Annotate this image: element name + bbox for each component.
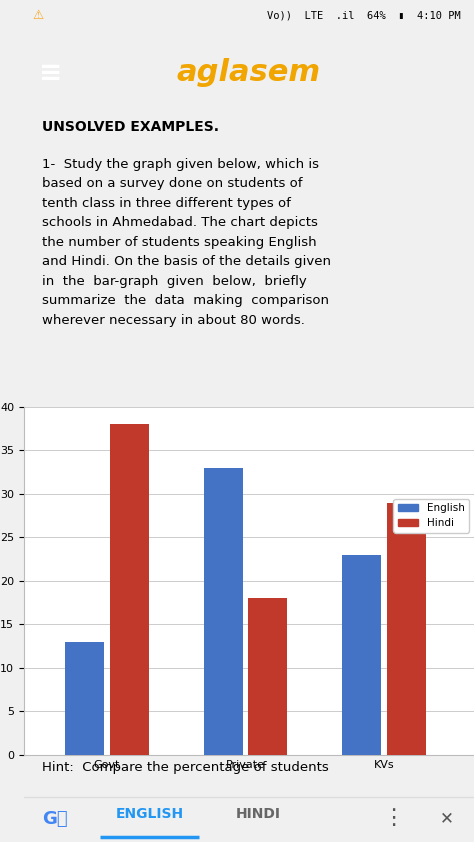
Text: aglasem: aglasem <box>177 58 321 88</box>
Text: ✕: ✕ <box>440 809 454 827</box>
Text: ⋮: ⋮ <box>382 808 404 829</box>
Bar <box>387 503 426 755</box>
Bar <box>342 555 381 755</box>
Text: HINDI: HINDI <box>236 807 281 822</box>
Text: 1-  Study the graph given below, which is
based on a survey done on students of
: 1- Study the graph given below, which is… <box>42 158 331 327</box>
Text: G⃣: G⃣ <box>43 810 68 829</box>
Bar <box>204 467 243 755</box>
Text: UNSOLVED EXAMPLES.: UNSOLVED EXAMPLES. <box>42 120 219 134</box>
Text: ≡: ≡ <box>39 59 63 87</box>
Text: Hint:  Compare the percentage of students: Hint: Compare the percentage of students <box>42 761 328 774</box>
Bar <box>248 599 287 755</box>
Text: Vo))  LTE  .il  64%  ▮  4:10 PM: Vo)) LTE .il 64% ▮ 4:10 PM <box>267 11 461 21</box>
Bar <box>65 642 104 755</box>
Text: ENGLISH: ENGLISH <box>116 807 184 822</box>
Text: ⚠: ⚠ <box>33 9 44 23</box>
Bar <box>109 424 148 755</box>
Legend: English, Hindi: English, Hindi <box>393 499 469 532</box>
